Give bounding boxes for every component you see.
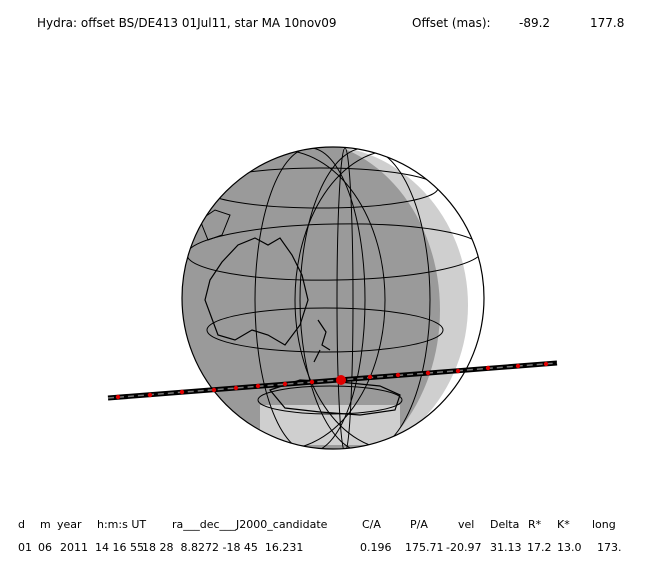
column-header: long xyxy=(592,518,616,531)
globe-limb xyxy=(181,146,485,450)
column-header: Delta xyxy=(490,518,519,531)
column-header: vel xyxy=(458,518,474,531)
closest-approach xyxy=(336,375,346,385)
column-header: R* xyxy=(528,518,542,531)
column-header: C/A xyxy=(362,518,381,531)
title: Hydra: offset BS/DE413 01Jul11, star MA … xyxy=(37,16,337,30)
column-header: m xyxy=(40,518,51,531)
cell: 14 16 55. xyxy=(95,541,147,554)
column-header: d xyxy=(18,518,25,531)
cell: 01 xyxy=(18,541,32,554)
new-zealand xyxy=(313,319,331,363)
australia xyxy=(204,237,309,346)
cell: 0.196 xyxy=(360,541,392,554)
cell: 17.2 xyxy=(527,541,552,554)
shadow-track xyxy=(107,360,558,401)
cell: -20.97 xyxy=(446,541,481,554)
table: d m year h:m:s UT ra___dec___J2000_candidate… xyxy=(18,518,622,554)
offset-x: -89.2 xyxy=(519,16,550,30)
islands xyxy=(199,209,231,241)
column-header: K* xyxy=(557,518,570,531)
cell: 31.13 xyxy=(490,541,522,554)
cell: 06 xyxy=(38,541,52,554)
cell: 13.0 xyxy=(557,541,582,554)
globe xyxy=(181,146,485,450)
column-header: year xyxy=(57,518,82,531)
track-points xyxy=(115,361,549,400)
offset-label: Offset (mas): xyxy=(412,16,491,30)
cell: 173. xyxy=(597,541,622,554)
column-header: ra___dec___J2000_candidate xyxy=(172,518,328,531)
offset-y: 177.8 xyxy=(590,16,624,30)
cell: 175.71 xyxy=(405,541,444,554)
twilight-south xyxy=(260,405,400,445)
cell: 2011 xyxy=(60,541,88,554)
column-header: h:m:s UT xyxy=(97,518,146,531)
column-header: P/A xyxy=(410,518,428,531)
cell: 18 28 8.8272 -18 45 16.231 xyxy=(142,541,303,554)
